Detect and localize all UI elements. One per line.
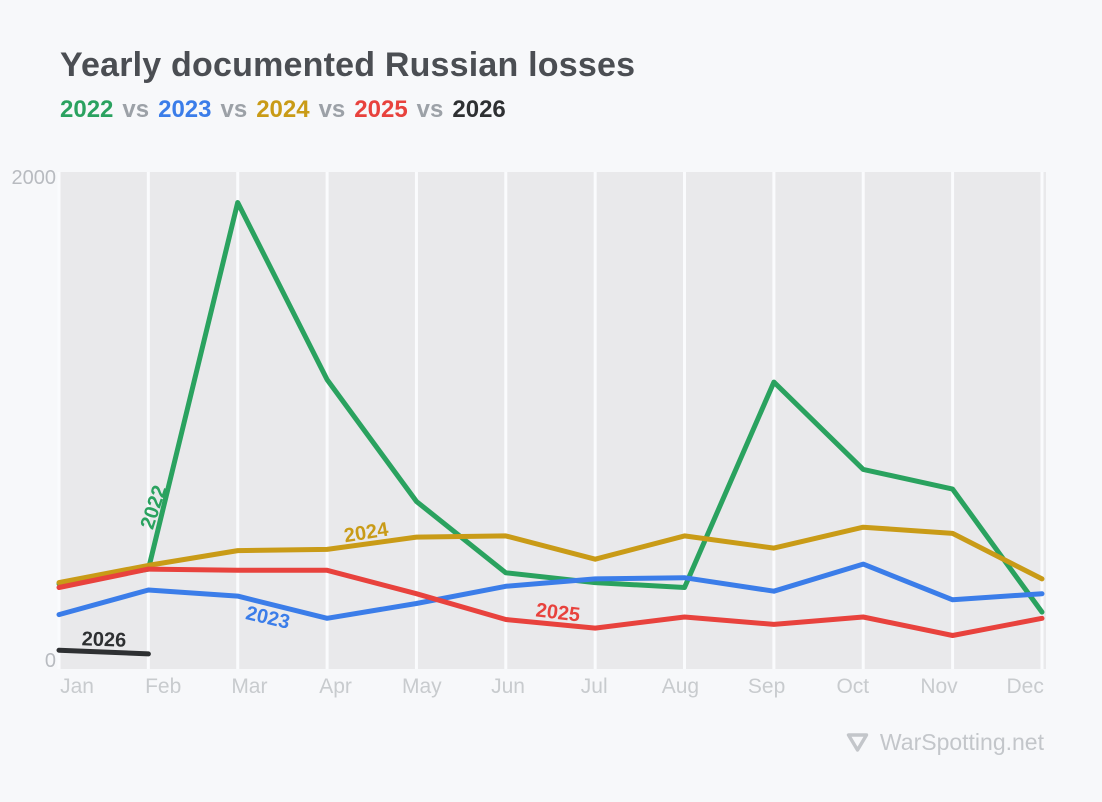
month-label-sep: Sep [748,675,785,698]
series-label-2025: 2025 [534,599,581,626]
series-line-2022 [56,200,1045,615]
month-label-may: May [402,675,442,698]
chart-header: Yearly documented Russian losses 2022 vs 2… [60,46,635,124]
month-label-oct: Oct [836,675,869,698]
y-tick-label-2000: 2000 [12,167,57,189]
subtitle-year-2026: 2026 [452,96,506,123]
series-line-2023 [56,561,1045,621]
triangle-down-icon [846,733,869,752]
subtitle-separator: vs [416,96,444,123]
month-label-jan: Jan [60,675,94,698]
subtitle-year-2025: 2025 [354,96,408,123]
month-label-jul: Jul [581,675,608,698]
month-label-nov: Nov [920,675,958,698]
month-label-jun: Jun [491,675,525,698]
month-label-dec: Dec [1007,675,1044,698]
subtitle-year-2022: 2022 [60,96,114,123]
month-label-feb: Feb [145,675,181,698]
subtitle-year-2024: 2024 [256,96,310,123]
series-label-2026: 2026 [81,628,126,652]
subtitle-separator: vs [122,96,150,123]
subtitle-separator: vs [220,96,248,123]
month-label-apr: Apr [319,675,352,698]
y-tick-label-0: 0 [45,650,56,672]
series-line-2026 [56,647,151,657]
page-title: Yearly documented Russian losses [60,46,636,84]
footer-brand[interactable]: WarSpotting.net [879,729,1044,755]
chart-subtitle: 2022 vs 2023 vs 2024 vs 2025 vs 2026 [60,96,635,124]
month-label-mar: Mar [231,675,267,698]
footer-watermark: WarSpotting.net [845,727,1044,757]
subtitle-separator: vs [318,96,346,123]
month-label-aug: Aug [662,675,699,698]
subtitle-year-2023: 2023 [158,96,212,123]
series-line-2025 [56,566,1045,638]
series-line-2024 [56,524,1045,586]
